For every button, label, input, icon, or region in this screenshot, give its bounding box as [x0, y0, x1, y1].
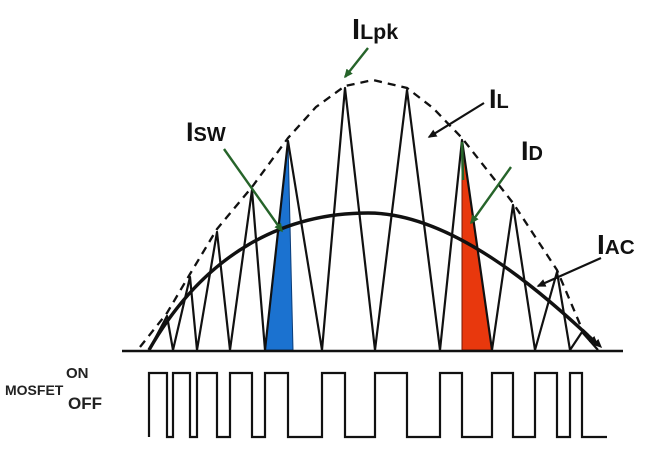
iac-label: IAC — [597, 231, 635, 259]
id-label-main: I — [521, 136, 529, 166]
peak-envelope-curve — [139, 78, 603, 349]
diode-edge-accent — [460, 141, 465, 181]
average-current-curve — [147, 211, 599, 351]
il-arrow — [427, 102, 485, 138]
il-label-main: I — [489, 84, 497, 114]
ilpk-label-main: I — [352, 14, 361, 46]
ilpk-arrow — [344, 47, 369, 79]
iac-label-main: I — [597, 229, 605, 260]
isw-label-main: I — [186, 117, 194, 147]
gate-on-label: ON — [66, 365, 89, 382]
mosfet-label: MOSFET — [5, 382, 64, 398]
isw-label: ISW — [186, 119, 226, 146]
gate-off-label: OFF — [68, 394, 102, 413]
isw-label-sub: SW — [193, 124, 226, 146]
id-label: ID — [521, 138, 543, 165]
isw-arrow — [223, 148, 283, 233]
gate-drive-waveform — [147, 371, 607, 439]
il-label: IL — [489, 86, 509, 113]
id-arrow — [470, 166, 512, 225]
iac-label-sub: AC — [604, 236, 635, 259]
il-label-sub: L — [496, 91, 509, 113]
ilpk-label-sub: Lpk — [360, 20, 399, 44]
iac-arrow — [536, 256, 602, 288]
id-label-sub: D — [528, 143, 543, 165]
ilpk-label: ILpk — [352, 16, 398, 45]
inductor-current-waveform — [148, 86, 599, 352]
